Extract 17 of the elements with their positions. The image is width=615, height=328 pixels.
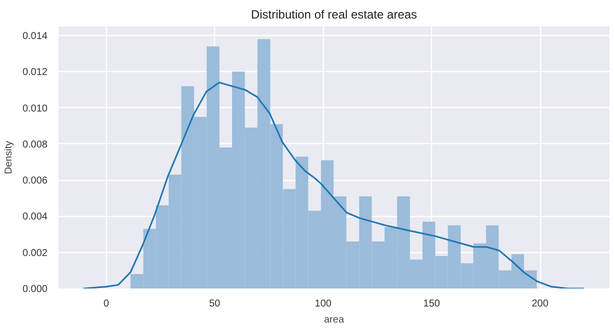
y-tick-label: 0.000 [22,284,48,295]
y-tick-label: 0.002 [22,248,48,259]
x-tick-label: 100 [314,298,332,310]
x-tick-label: 50 [209,298,221,310]
y-axis-title: Density [3,140,14,174]
y-tick-label: 0.008 [22,139,48,150]
y-tick-label: 0.014 [22,31,48,42]
y-tick-label: 0.012 [22,67,48,78]
x-tick-label: 150 [423,298,440,310]
y-tick-label: 0.010 [22,103,48,114]
line-series [82,82,585,288]
x-tick-label: 0 [103,298,110,310]
x-tick-label: 200 [532,298,549,310]
x-axis-title: area [324,314,344,326]
chart-title: Distribution of real estate areas [250,8,418,22]
y-tick-label: 0.004 [22,212,48,223]
y-tick-label: 0.006 [22,176,48,187]
